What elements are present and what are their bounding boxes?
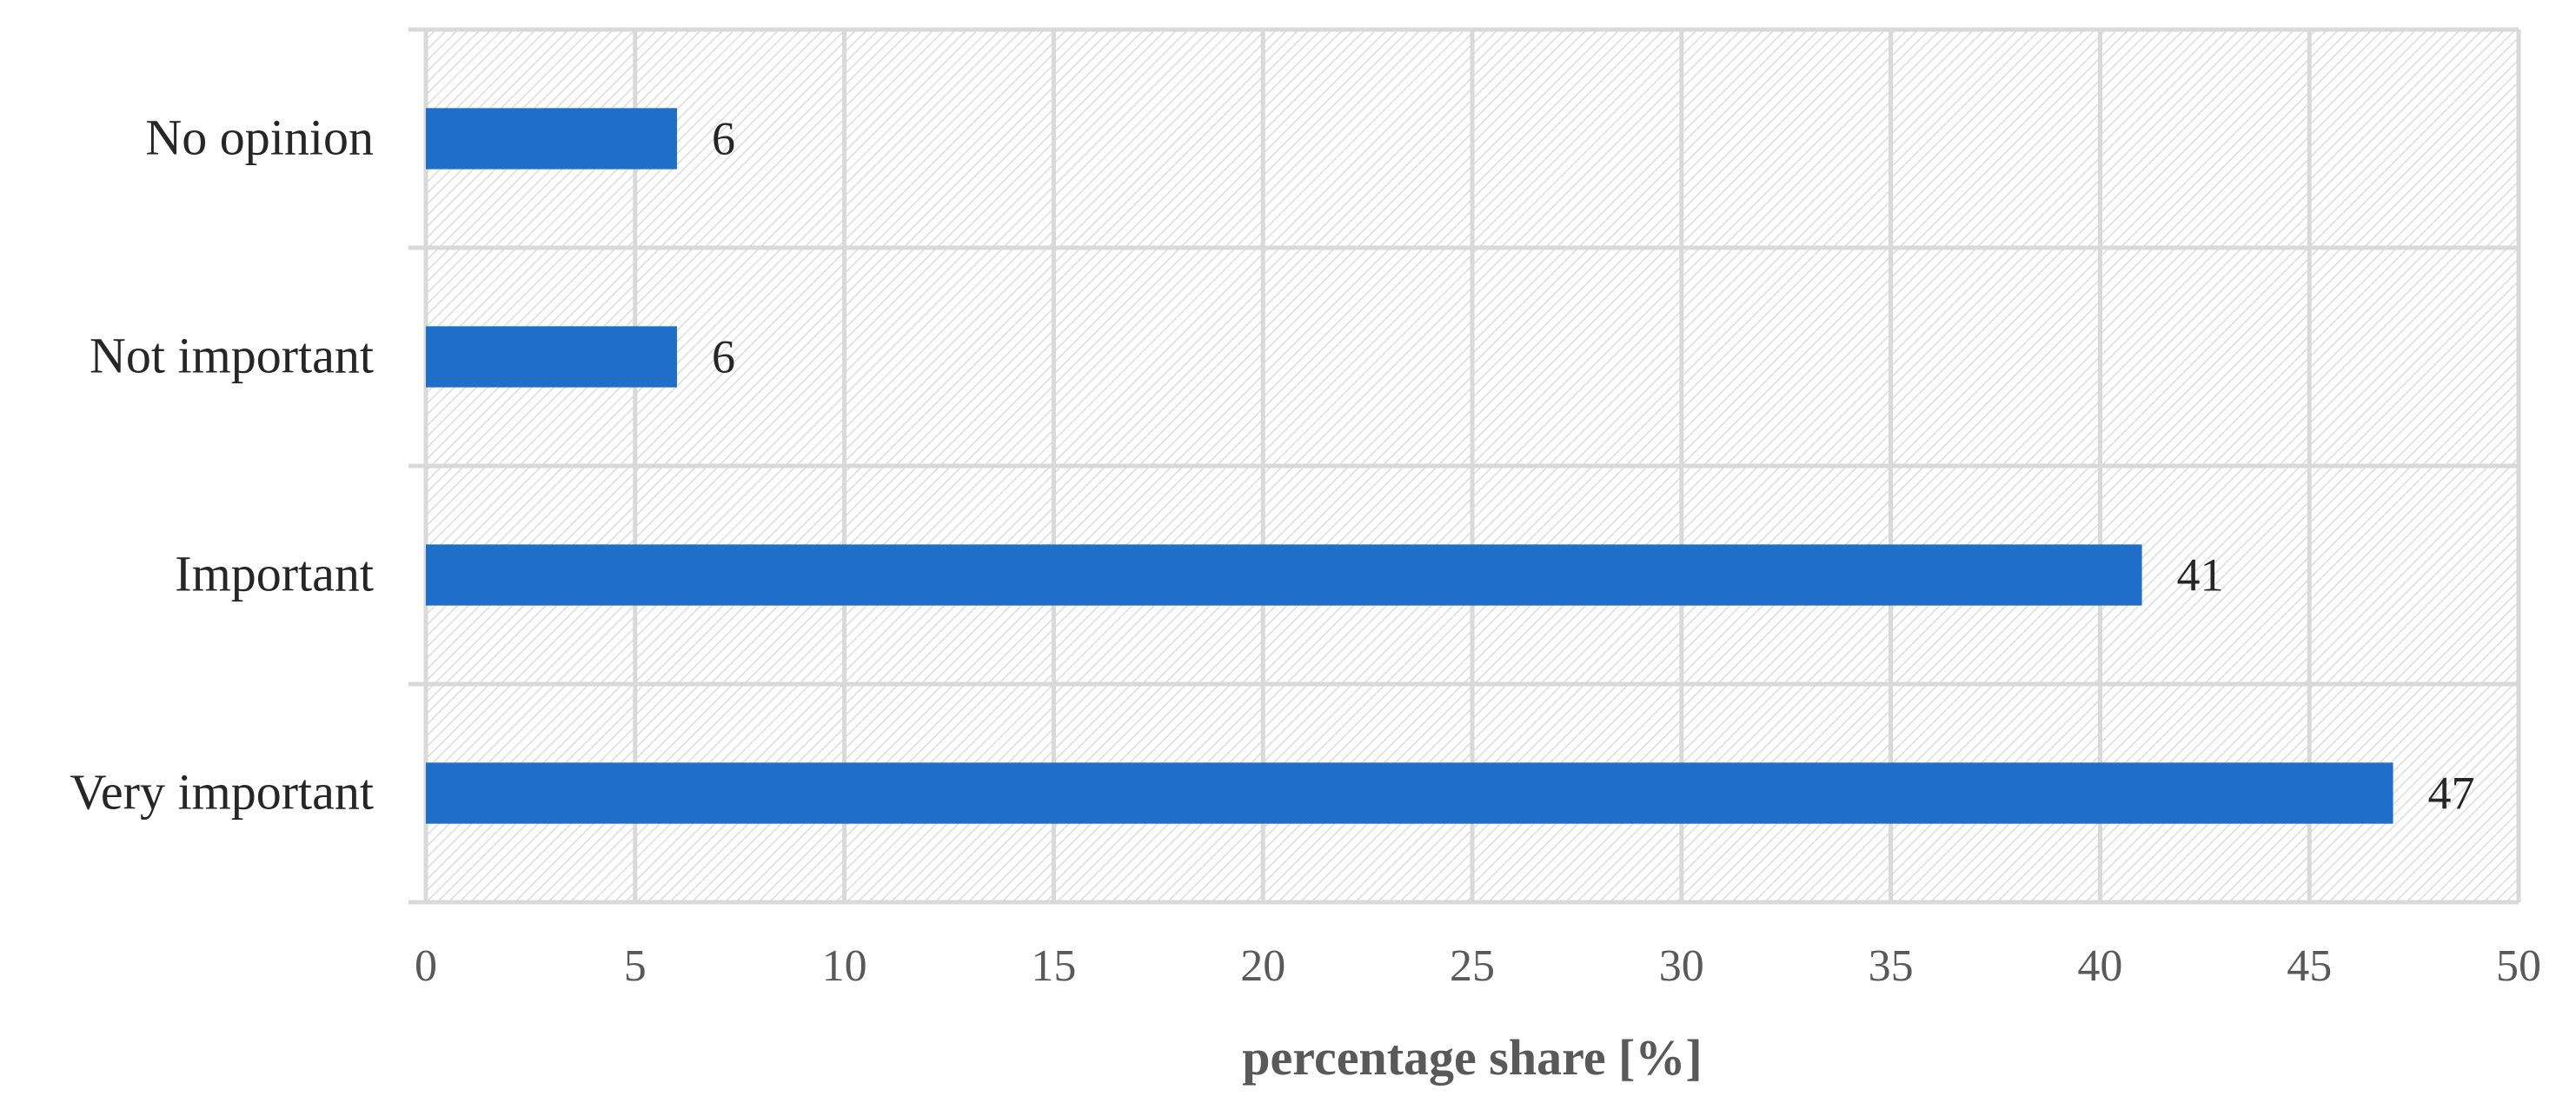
data-label-2: 6 xyxy=(712,331,735,383)
x-tick-label-10: 50 xyxy=(2496,941,2541,991)
category-label-1: Important xyxy=(175,546,374,602)
x-axis-title: percentage share [%] xyxy=(1242,1029,1702,1086)
data-label-1: 41 xyxy=(2177,549,2224,602)
bar-3 xyxy=(426,108,677,169)
x-tick-label-1: 5 xyxy=(624,941,647,991)
bar-2 xyxy=(426,326,677,388)
data-label-0: 47 xyxy=(2428,768,2475,820)
category-axis: Very important Important Not important No o… xyxy=(70,110,374,821)
category-label-3: No opinion xyxy=(145,110,374,166)
x-tick-label-6: 30 xyxy=(1659,941,1704,991)
bars xyxy=(426,108,2393,824)
category-label-2: Not important xyxy=(90,328,374,384)
grid xyxy=(408,27,2521,905)
x-tick-label-0: 0 xyxy=(415,941,437,991)
x-tick-label-2: 10 xyxy=(822,941,867,991)
category-label-0: Very important xyxy=(70,764,374,821)
x-tick-label-9: 45 xyxy=(2287,941,2332,991)
data-label-3: 6 xyxy=(712,113,735,165)
value-axis: 0 5 10 15 20 25 30 35 40 45 50 xyxy=(415,941,2541,991)
bar-0 xyxy=(426,762,2393,824)
x-tick-label-3: 15 xyxy=(1031,941,1076,991)
x-tick-label-7: 35 xyxy=(1869,941,1914,991)
bar-1 xyxy=(426,544,2142,606)
x-tick-label-4: 20 xyxy=(1240,941,1285,991)
x-tick-label-5: 25 xyxy=(1450,941,1495,991)
x-tick-label-8: 40 xyxy=(2077,941,2122,991)
data-labels: 47 41 6 6 xyxy=(712,113,2475,820)
